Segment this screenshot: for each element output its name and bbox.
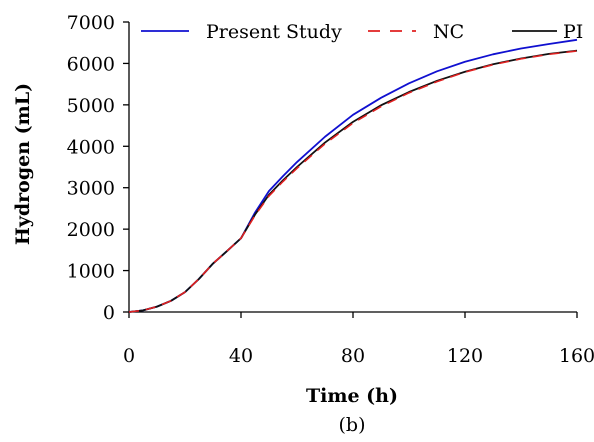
x-axis-title: Time (h) (306, 385, 398, 407)
y-tick-label: 1000 (67, 261, 115, 283)
x-tick-label: 40 (229, 345, 253, 367)
series-line-nc (128, 50, 578, 313)
y-tick-label: 0 (103, 302, 115, 324)
legend-label: Present Study (206, 21, 342, 43)
legend: Present Study NC PI (141, 21, 583, 43)
y-tick-label: 5000 (67, 95, 115, 117)
x-tick-label: 160 (559, 345, 594, 367)
series-line-present-study (128, 38, 578, 313)
y-tick-label: 6000 (67, 53, 115, 75)
legend-label: NC (433, 21, 464, 43)
y-tick-label: 3000 (67, 178, 115, 200)
y-axis: 0 1000 2000 3000 4000 5000 6000 7000 (67, 12, 130, 324)
figure-caption: (b) (339, 414, 366, 436)
x-axis: 0 40 80 120 160 (123, 311, 594, 367)
series-layer (128, 38, 578, 313)
x-tick-label: 0 (123, 345, 135, 367)
y-axis-title: Hydrogen (mL) (12, 83, 34, 245)
x-tick-label: 120 (447, 345, 483, 367)
legend-label: PI (563, 21, 583, 43)
x-tick-label: 80 (341, 345, 365, 367)
y-tick-label: 2000 (67, 219, 115, 241)
y-tick-label: 7000 (67, 12, 115, 34)
series-line-pi (128, 49, 578, 313)
y-tick-label: 4000 (67, 136, 115, 158)
